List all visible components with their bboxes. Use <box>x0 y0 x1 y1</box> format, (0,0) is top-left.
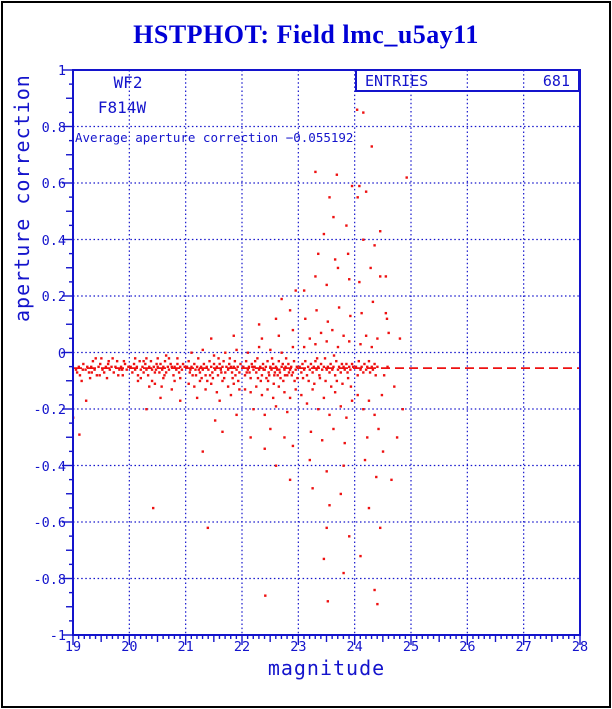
entries-value: 681 <box>542 71 570 90</box>
y-tick-label: 0.6 <box>41 176 66 192</box>
page-title: HSTPHOT: Field lmc_u5ay11 <box>133 20 479 49</box>
y-tick-label: 0.2 <box>41 289 66 305</box>
y-tick-label: 1 <box>57 63 66 79</box>
x-axis-title: magnitude <box>267 656 386 680</box>
x-tick-label: 20 <box>121 639 138 655</box>
y-tick-label: -0.6 <box>33 515 66 531</box>
x-tick-label: 27 <box>515 639 532 655</box>
scatter-plot-canvas <box>62 69 581 645</box>
entries-box: ENTRIES 681 <box>355 69 580 92</box>
filter-label: F814W <box>97 98 147 117</box>
y-tick-label: -0.2 <box>33 402 66 418</box>
y-tick-label: 0.8 <box>41 119 66 136</box>
y-tick-label: 0 <box>57 345 66 362</box>
entries-label: ENTRIES <box>365 71 429 90</box>
average-correction-text: Average aperture correction −0.055192 <box>75 130 354 145</box>
x-tick-label: 21 <box>177 639 194 655</box>
x-tick-label: 24 <box>346 639 363 655</box>
x-tick-label: 25 <box>402 639 420 655</box>
x-tick-label: 19 <box>64 639 82 655</box>
x-tick-label: 26 <box>459 639 476 655</box>
x-tick-label: 28 <box>571 639 589 655</box>
y-tick-label: -0.4 <box>33 458 66 475</box>
camera-label: WF2 <box>113 73 143 92</box>
y-tick-label: -0.8 <box>33 571 66 588</box>
x-tick-label: 23 <box>290 639 307 655</box>
y-tick-label: 0.4 <box>41 232 66 249</box>
x-tick-label: 22 <box>233 639 251 655</box>
y-tick-label: -1 <box>49 628 66 644</box>
